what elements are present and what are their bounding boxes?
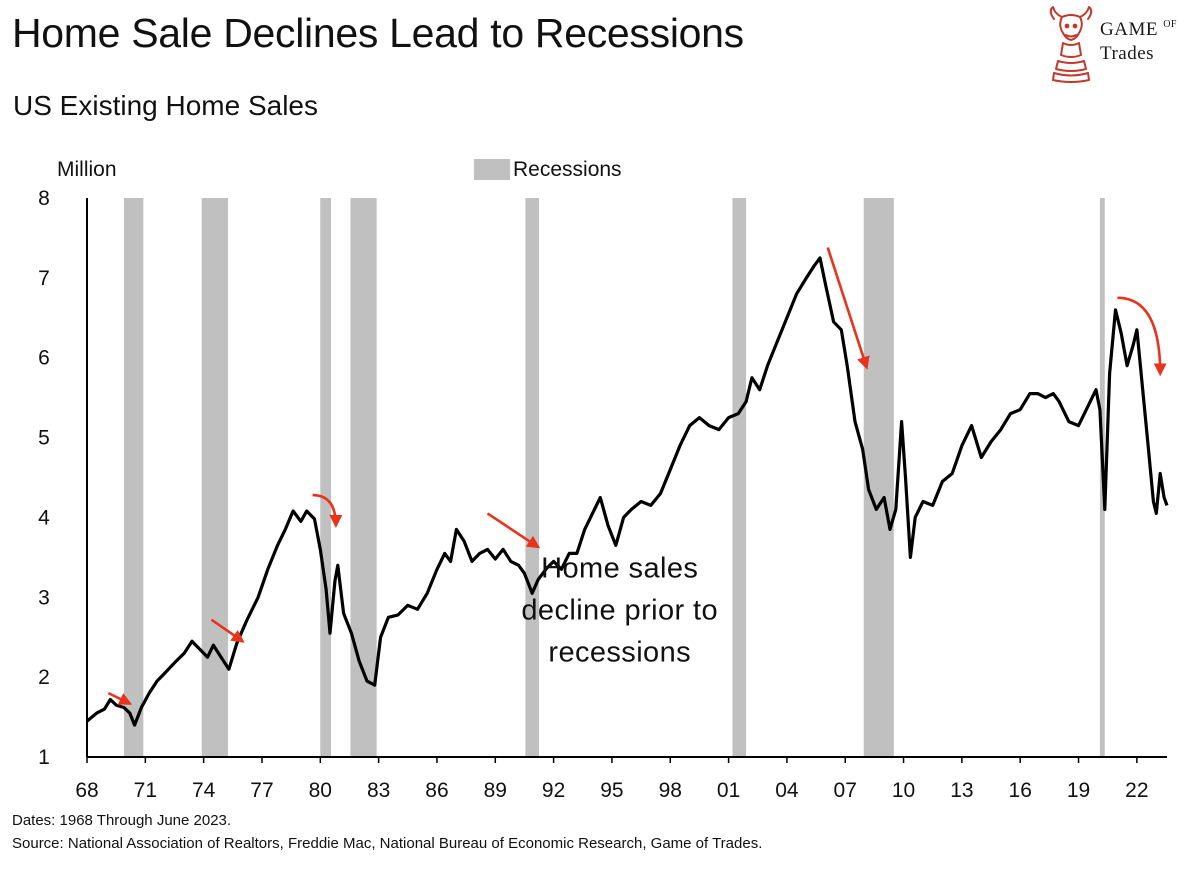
logo-text-trades: Trades — [1100, 43, 1155, 64]
x-tick-label: 22 — [1125, 779, 1148, 800]
y-tick-label: 4 — [38, 506, 50, 529]
recession-band — [123, 198, 144, 757]
y-tick-label: 1 — [38, 746, 50, 769]
y-axis-label: Million — [57, 158, 117, 181]
home-sales-chart: 1 2 3 4 5 6 7 8 68 71 74 77 80 83 86 89 92 95 98 01 04 07 10 13… — [38, 158, 1169, 800]
x-tick-label: 19 — [1067, 779, 1090, 800]
series-line — [85, 256, 1169, 727]
bull-pawn-icon — [1049, 6, 1093, 83]
x-tick-label: 95 — [600, 779, 623, 800]
x-tick-label: 16 — [1009, 779, 1032, 800]
y-tick-label: 3 — [38, 586, 50, 609]
x-tick-label: 89 — [484, 779, 507, 800]
legend-swatch — [474, 159, 510, 180]
annotation-arrow — [107, 691, 133, 705]
y-tick-label: 2 — [38, 666, 50, 689]
source-note: Source: National Association of Realtors… — [12, 835, 763, 852]
annotation-arrow — [486, 512, 541, 549]
x-tick-label: 83 — [367, 779, 390, 800]
x-tick-label: 01 — [717, 779, 740, 800]
recession-bands — [123, 198, 1105, 757]
x-tick-label: 74 — [192, 779, 216, 800]
x-tick-label: 13 — [950, 779, 973, 800]
x-tick-label: 86 — [425, 779, 448, 800]
annotation-text-line: decline prior to — [521, 594, 718, 626]
x-tick-label: 92 — [542, 779, 565, 800]
x-tick-label: 77 — [250, 779, 273, 800]
x-tick-label: 80 — [309, 779, 332, 800]
x-tick-label: 07 — [834, 779, 857, 800]
x-tick-label: 71 — [134, 779, 157, 800]
recession-band — [525, 198, 540, 757]
logo-text-game: Game — [1100, 19, 1158, 40]
x-tick-label: 10 — [892, 779, 915, 800]
legend-label: Recessions — [513, 158, 622, 181]
brand-logo: Game of Trades — [1044, 5, 1194, 83]
y-tick-label: 6 — [38, 347, 50, 370]
dates-note: Dates: 1968 Through June 2023. — [12, 812, 232, 829]
page-title: Home Sale Declines Lead to Recessions — [12, 10, 744, 56]
x-tick-label: 68 — [75, 779, 98, 800]
y-tick-label: 5 — [38, 427, 50, 450]
logo-text-of: of — [1163, 19, 1177, 30]
recession-band — [320, 198, 331, 757]
recession-band — [863, 198, 894, 757]
recession-band — [350, 198, 377, 757]
axes: 1 2 3 4 5 6 7 8 68 71 74 77 80 83 86 89 92 95 98 01 04 07 10 13… — [38, 187, 1167, 800]
annotation-arrow — [312, 493, 343, 529]
annotation-arrow — [1117, 296, 1167, 377]
recession-band — [732, 198, 747, 757]
chart-subtitle: US Existing Home Sales — [13, 90, 319, 121]
annotation-arrow — [826, 247, 870, 370]
annotation-arrows — [107, 247, 1167, 705]
chart-text: Million Recessions Home sales decline prior… — [57, 158, 718, 668]
y-tick-label: 7 — [38, 267, 50, 290]
recession-band — [201, 198, 228, 757]
annotation-arrow — [210, 618, 245, 643]
x-tick-label: 98 — [659, 779, 682, 800]
annotation-text-line: Home sales — [541, 552, 698, 584]
x-tick-label: 04 — [775, 779, 799, 800]
annotation-text-line: recessions — [548, 636, 691, 668]
series-layer — [85, 256, 1169, 727]
y-tick-label: 8 — [38, 187, 50, 210]
